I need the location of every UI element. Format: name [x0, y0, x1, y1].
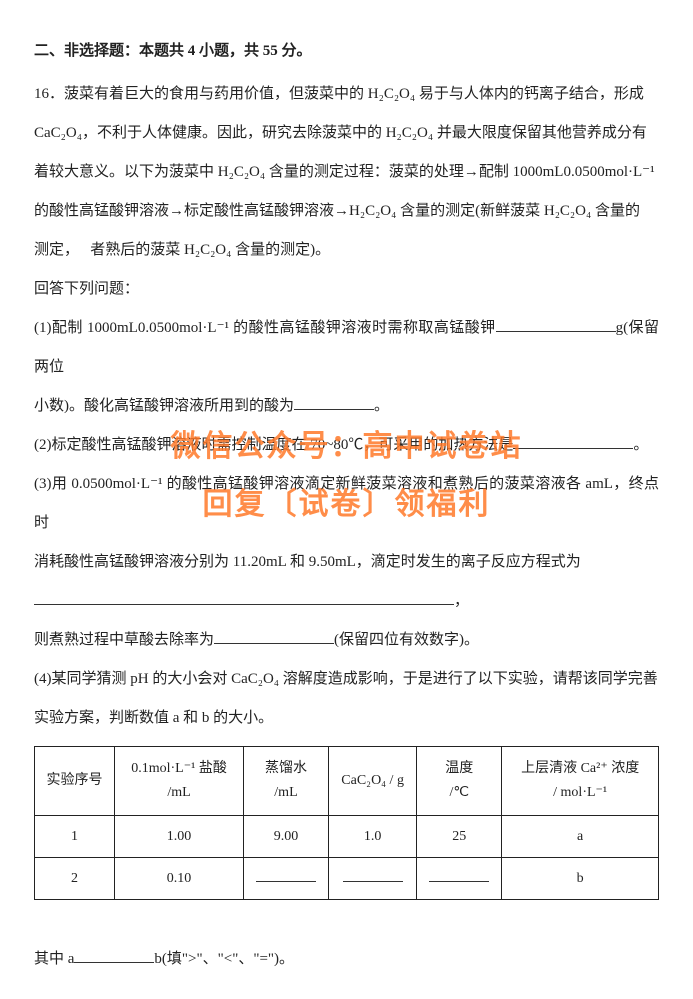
th-hcl-l1: 0.1mol·L⁻¹ 盐酸 [131, 761, 227, 776]
cell-exp1-temp: 25 [417, 815, 502, 857]
blank-exp2-temp [429, 868, 489, 882]
th-hcl: 0.1mol·L⁻¹ 盐酸/mL [115, 747, 244, 816]
q16-p1c: 小数)。酸化高锰酸钾溶液所用到的酸为 [34, 398, 294, 414]
th-water: 蒸馏水/mL [243, 747, 328, 816]
cell-exp2-cac2o4 [328, 857, 416, 899]
blank-kmno4-mass [496, 317, 616, 332]
cell-exp1-hcl: 1.00 [115, 815, 244, 857]
cell-exp1-cac2o4: 1.0 [328, 815, 416, 857]
q16-p3e: (保留四位有效数字)。 [334, 632, 479, 648]
th-temp: 温度 /℃ [417, 747, 502, 816]
th-water-l2: /mL [274, 785, 297, 800]
q16-stem-1: 16．菠菜有着巨大的食用与药用价值，但菠菜中的 H₂C₂O₄ 易于与人体内的钙离… [34, 75, 659, 114]
th-hcl-l2: /mL [167, 785, 190, 800]
q16-part2: (2)标定酸性高锰酸钾溶液时需控制温度在 70~80℃，可采用的加热方法是 。 [34, 426, 659, 465]
table-header-row: 实验序号 0.1mol·L⁻¹ 盐酸/mL 蒸馏水/mL CaC₂O₄ / g … [35, 747, 659, 816]
q16-stem-2: CaC₂O₄，不利于人体健康。因此，研究去除菠菜中的 H₂C₂O₄ 并最大限度保… [34, 114, 659, 153]
th-temp-l1: 温度 [445, 761, 473, 776]
th-conc-l1: 上层清液 Ca²⁺ 浓度 [521, 761, 639, 776]
th-temp-l2: /℃ [449, 785, 469, 800]
cell-exp1-conc: a [502, 815, 659, 857]
q16-part4-l2: 实验方案，判断数值 a 和 b 的大小。 [34, 699, 659, 738]
q16-part3-l2: 消耗酸性高锰酸钾溶液分别为 11.20mL 和 9.50mL，滴定时发生的离子反… [34, 543, 659, 582]
blank-exp2-cac2o4 [343, 868, 403, 882]
q16-p3c: ， [454, 593, 469, 609]
q16-part4-l1: (4)某同学猜测 pH 的大小会对 CaC₂O₄ 溶解度造成影响，于是进行了以下… [34, 660, 659, 699]
blank-exp2-h2o [256, 868, 316, 882]
q16-p1a: (1)配制 1000mL0.0500mol·L⁻¹ 的酸性高锰酸钾溶液时需称取高… [34, 320, 496, 336]
q16-stem-3: 着较大意义。以下为菠菜中 H₂C₂O₄ 含量的测定过程：菠菜的处理→配制 100… [34, 153, 659, 192]
exam-page: 二、非选择题：本题共 4 小题，共 55 分。 16．菠菜有着巨大的食用与药用价… [0, 0, 693, 999]
cell-exp2-no: 2 [35, 857, 115, 899]
q16-stem-5: 测定， 者熟后的菠菜 H₂C₂O₄ 含量的测定)。 [34, 231, 659, 270]
cell-exp2-temp [417, 857, 502, 899]
q16-part3-l4: 则煮熟过程中草酸去除率为 (保留四位有效数字)。 [34, 621, 659, 660]
q16-p2a: (2)标定酸性高锰酸钾溶液时需控制温度在 70~80℃，可采用的加热方法是 [34, 437, 513, 453]
section-header: 二、非选择题：本题共 4 小题，共 55 分。 [34, 32, 659, 71]
q16-footer: 其中 a b(填">"、"<"、"=")。 [34, 940, 659, 979]
q16-p1d: 。 [374, 398, 389, 414]
th-conc: 上层清液 Ca²⁺ 浓度 / mol·L⁻¹ [502, 747, 659, 816]
q16-part3-l1: (3)用 0.0500mol·L⁻¹ 的酸性高锰酸钾溶液滴定新鲜菠菜溶液和煮熟后… [34, 465, 659, 543]
cell-exp2-h2o [243, 857, 328, 899]
footer-a: 其中 a [34, 951, 74, 967]
q16-part3-l3: ， [34, 582, 659, 621]
blank-compare [74, 948, 154, 963]
footer-b: b(填">"、"<"、"=")。 [154, 951, 294, 967]
th-water-l1: 蒸馏水 [265, 761, 307, 776]
cell-exp1-h2o: 9.00 [243, 815, 328, 857]
blank-removal-rate [214, 629, 334, 644]
th-exp-no: 实验序号 [35, 747, 115, 816]
cell-exp1-no: 1 [35, 815, 115, 857]
cell-exp2-conc: b [502, 857, 659, 899]
q16-p2b: 。 [633, 437, 648, 453]
q16-stem-4: 的酸性高锰酸钾溶液→标定酸性高锰酸钾溶液→H₂C₂O₄ 含量的测定(新鲜菠菜 H… [34, 192, 659, 231]
q16-part1-line1: (1)配制 1000mL0.0500mol·L⁻¹ 的酸性高锰酸钾溶液时需称取高… [34, 309, 659, 387]
q16-part1-line2: 小数)。酸化高锰酸钾溶液所用到的酸为 。 [34, 387, 659, 426]
th-cac2o4: CaC₂O₄ / g [328, 747, 416, 816]
table-row: 2 0.10 b [35, 857, 659, 899]
th-conc-l2: / mol·L⁻¹ [553, 785, 607, 800]
q16-p3d: 则煮熟过程中草酸去除率为 [34, 632, 214, 648]
cell-exp2-hcl: 0.10 [115, 857, 244, 899]
blank-ionic-equation [34, 590, 454, 605]
blank-heating-method [513, 434, 633, 449]
blank-acid [294, 395, 374, 410]
answer-lead: 回答下列问题： [34, 270, 659, 309]
table-row: 1 1.00 9.00 1.0 25 a [35, 815, 659, 857]
experiment-table: 实验序号 0.1mol·L⁻¹ 盐酸/mL 蒸馏水/mL CaC₂O₄ / g … [34, 746, 659, 900]
